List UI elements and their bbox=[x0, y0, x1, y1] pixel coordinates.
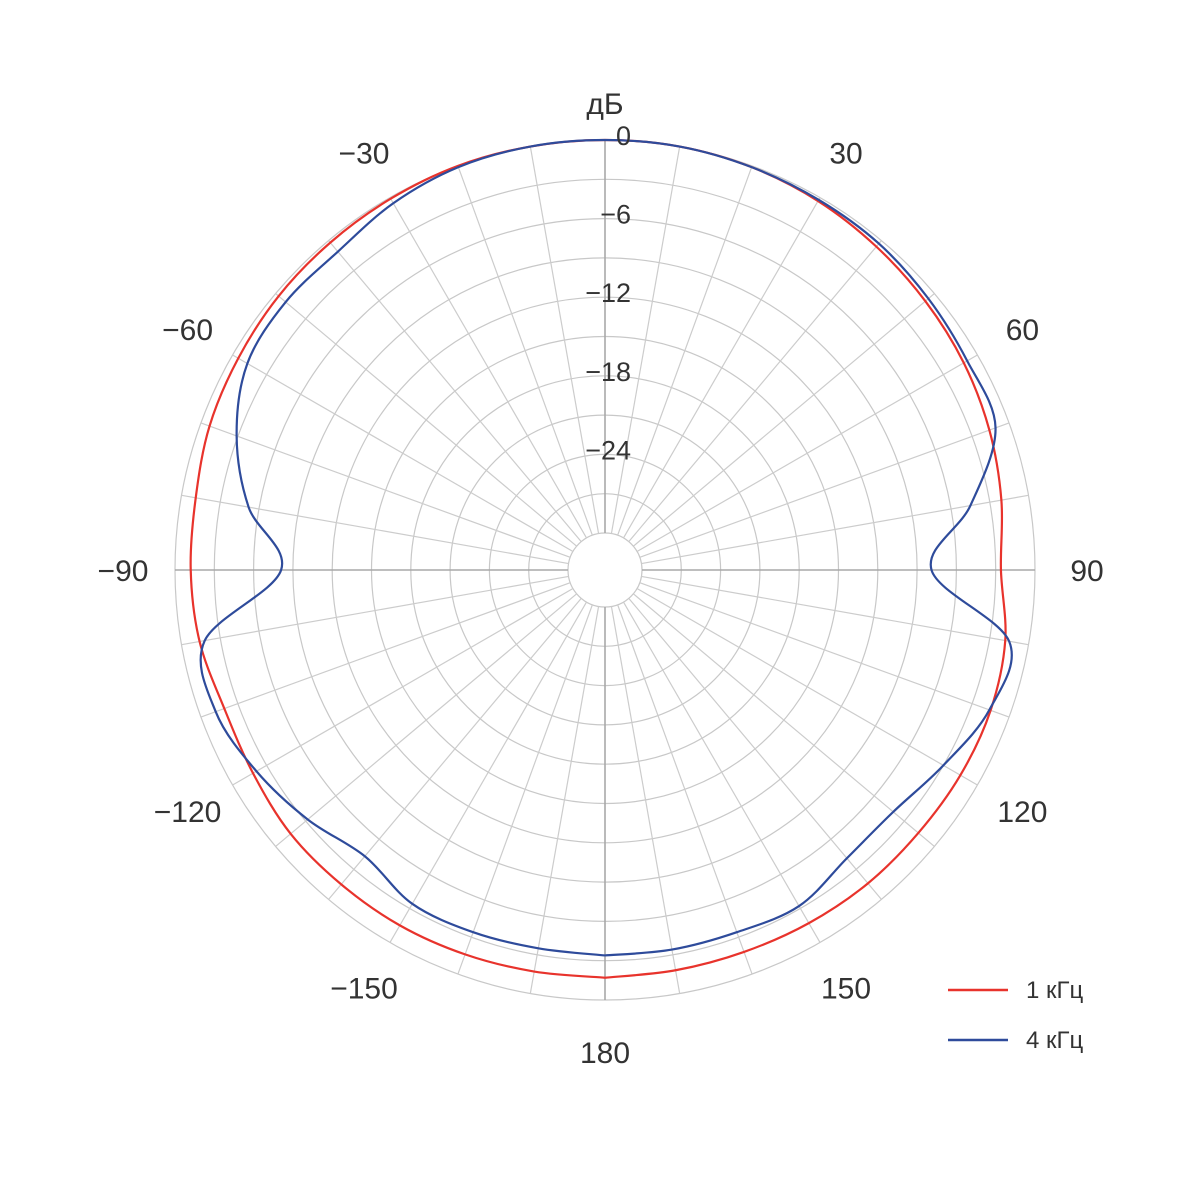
radial-tick-label: −6 bbox=[600, 200, 631, 230]
grid-spoke bbox=[617, 604, 753, 975]
grid-spoke bbox=[529, 606, 600, 994]
grid-spoke bbox=[610, 606, 681, 994]
polar-grid bbox=[174, 139, 1036, 1001]
grid-spoke bbox=[457, 604, 593, 975]
grid-spoke bbox=[628, 597, 882, 900]
grid-spoke bbox=[275, 293, 578, 547]
grid-spoke bbox=[639, 582, 1010, 718]
series-line-2 bbox=[199, 138, 1013, 957]
grid-ring bbox=[567, 532, 643, 608]
grid-spoke bbox=[275, 593, 578, 847]
grid-spoke bbox=[641, 575, 1029, 646]
grid-spoke bbox=[622, 197, 821, 539]
angle-tick-label: 180 bbox=[580, 1037, 630, 1070]
series-line-1 bbox=[189, 138, 1007, 979]
grid-spoke bbox=[328, 597, 582, 900]
grid-spoke bbox=[200, 582, 571, 718]
grid-spoke bbox=[636, 354, 978, 553]
legend-label-2: 4 кГц bbox=[1026, 1027, 1084, 1054]
radial-tick-label: 0 bbox=[616, 121, 631, 151]
radial-tick-label: −24 bbox=[585, 435, 631, 465]
angle-tick-label: −90 bbox=[98, 555, 149, 588]
grid-spoke bbox=[632, 593, 935, 847]
grid-spoke bbox=[389, 601, 588, 943]
angle-tick-label: 150 bbox=[821, 972, 871, 1005]
legend-label-1: 1 кГц bbox=[1026, 977, 1084, 1004]
angle-tick-label: 30 bbox=[829, 138, 862, 171]
angle-tick-label: −120 bbox=[154, 796, 222, 829]
angle-tick-label: −150 bbox=[330, 972, 398, 1005]
angle-tick-label: 60 bbox=[1006, 314, 1039, 347]
radial-tick-label: −12 bbox=[585, 278, 631, 308]
grid-spoke bbox=[328, 240, 582, 543]
labels-layer: дБ 30 60 90 120 150 180 −150 −120 −90 −60 −30 0 −6 −1… bbox=[98, 88, 1104, 1070]
grid-spoke bbox=[610, 146, 681, 534]
grid-spoke bbox=[632, 293, 935, 547]
grid-spoke bbox=[200, 422, 571, 558]
grid-spoke bbox=[617, 165, 753, 536]
grid-spoke bbox=[628, 240, 882, 543]
radial-tick-label: −18 bbox=[585, 357, 631, 387]
grid-spoke bbox=[636, 587, 978, 786]
grid-spoke bbox=[389, 197, 588, 539]
grid-spoke bbox=[181, 575, 569, 646]
grid-spoke bbox=[181, 494, 569, 565]
angle-tick-label: −30 bbox=[339, 138, 390, 171]
angle-tick-label: 90 bbox=[1070, 555, 1103, 588]
grid-spoke bbox=[232, 587, 574, 786]
grid-spoke bbox=[457, 165, 593, 536]
grid-spoke bbox=[622, 601, 821, 943]
grid-spoke bbox=[639, 422, 1010, 558]
angle-tick-label: −60 bbox=[162, 314, 213, 347]
series-layer bbox=[189, 138, 1013, 979]
legend: 1 кГц 4 кГц bbox=[948, 977, 1084, 1054]
grid-spoke bbox=[641, 494, 1029, 565]
grid-spoke bbox=[232, 354, 574, 553]
angle-tick-label: 120 bbox=[997, 796, 1047, 829]
radial-unit-label: дБ bbox=[586, 88, 623, 121]
grid-spoke bbox=[529, 146, 600, 534]
